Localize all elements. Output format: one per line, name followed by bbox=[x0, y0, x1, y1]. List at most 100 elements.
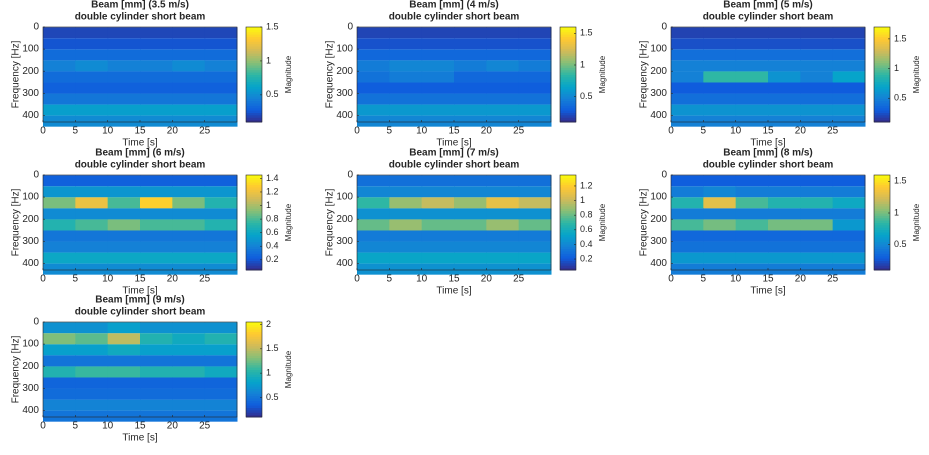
colorbar-segment bbox=[246, 350, 262, 354]
colorbar-segment bbox=[246, 341, 262, 344]
heat-cell bbox=[486, 241, 520, 253]
colorbar-segment bbox=[560, 86, 576, 90]
heat-cell bbox=[703, 197, 737, 209]
heat-cell bbox=[389, 219, 423, 231]
colorbar-segment bbox=[246, 191, 262, 195]
heat-cell bbox=[389, 208, 423, 220]
colorbar-segment bbox=[246, 383, 262, 387]
y-tick-label: 0 bbox=[33, 22, 39, 33]
heat-cell bbox=[75, 322, 109, 334]
heat-cell bbox=[735, 49, 769, 61]
heat-cell bbox=[204, 175, 238, 187]
heat-cell bbox=[703, 208, 737, 220]
heat-cell bbox=[832, 60, 866, 72]
colorbar-segment bbox=[246, 84, 262, 87]
colorbar-segment bbox=[560, 46, 576, 49]
chart-subtitle: double cylinder short beam bbox=[703, 160, 834, 171]
colorbar-segment bbox=[874, 234, 890, 238]
heat-cell bbox=[768, 104, 801, 116]
colorbar-tick-label: 0.5 bbox=[266, 89, 279, 99]
colorbar-segment bbox=[874, 191, 890, 195]
colorbar-segment bbox=[874, 36, 890, 40]
colorbar-segment bbox=[246, 381, 262, 385]
colorbar-segment bbox=[874, 114, 890, 118]
colorbar-segment bbox=[246, 91, 262, 94]
heat-cell bbox=[389, 104, 423, 116]
colorbar-label: Magnitude bbox=[284, 350, 293, 388]
x-tick-label: 15 bbox=[762, 126, 774, 137]
colorbar-segment bbox=[246, 105, 262, 109]
x-tick-label: 5 bbox=[701, 274, 707, 285]
heat-cell bbox=[172, 388, 206, 400]
heat-cell bbox=[518, 252, 552, 264]
x-tick-label: 20 bbox=[481, 126, 493, 137]
colorbar-segment bbox=[874, 258, 890, 261]
heat-cell bbox=[43, 322, 76, 334]
x-tick-label: 10 bbox=[416, 126, 428, 137]
colorbar-segment bbox=[246, 348, 262, 351]
y-tick-label: 100 bbox=[650, 192, 667, 203]
colorbar-tick-label: 0.2 bbox=[266, 254, 279, 264]
colorbar-segment bbox=[874, 229, 890, 233]
colorbar-segment bbox=[874, 208, 890, 212]
heat-cell bbox=[486, 186, 520, 198]
colorbar-segment bbox=[246, 203, 262, 207]
colorbar-segment bbox=[246, 362, 262, 366]
heat-cell bbox=[140, 82, 173, 94]
colorbar-segment bbox=[246, 186, 262, 190]
colorbar-segment bbox=[246, 333, 262, 337]
colorbar-segment bbox=[246, 43, 262, 47]
colorbar-segment bbox=[560, 91, 576, 94]
heat-cell bbox=[43, 388, 76, 400]
colorbar-segment bbox=[246, 62, 262, 66]
heat-cell bbox=[357, 241, 390, 253]
heat-cell bbox=[421, 208, 455, 220]
colorbar-segment bbox=[874, 177, 890, 181]
heat-cell bbox=[735, 208, 769, 220]
heat-cell bbox=[454, 104, 487, 116]
x-tick-label: 20 bbox=[167, 421, 179, 432]
colorbar-label: Magnitude bbox=[912, 203, 921, 241]
colorbar-segment bbox=[246, 41, 262, 45]
heat-cell bbox=[357, 208, 390, 220]
heat-cell bbox=[454, 197, 487, 209]
colorbar-tick-label: 1.5 bbox=[266, 21, 279, 31]
heat-cell bbox=[768, 197, 801, 209]
heat-cell bbox=[735, 219, 769, 231]
heat-cell bbox=[389, 27, 423, 39]
heat-cell bbox=[357, 60, 390, 72]
heat-cell bbox=[107, 208, 141, 220]
colorbar-segment bbox=[560, 198, 576, 202]
heat-cell bbox=[204, 344, 238, 356]
colorbar-segment bbox=[560, 251, 576, 254]
x-tick-label: 20 bbox=[795, 126, 807, 137]
x-tick-label: 15 bbox=[134, 421, 146, 432]
y-tick-label: 400 bbox=[336, 258, 353, 269]
heat-cell bbox=[800, 241, 834, 253]
colorbar-segment bbox=[874, 86, 890, 90]
colorbar-segment bbox=[246, 100, 262, 104]
chart-subtitle: double cylinder short beam bbox=[389, 12, 520, 23]
heat-cell bbox=[518, 241, 552, 253]
colorbar-segment bbox=[560, 93, 576, 97]
heat-cell bbox=[421, 241, 455, 253]
heat-cell bbox=[735, 104, 769, 116]
colorbar-tick-label: 0.6 bbox=[580, 224, 593, 234]
heat-cell bbox=[140, 344, 173, 356]
colorbar-segment bbox=[246, 331, 262, 335]
heat-cell bbox=[800, 60, 834, 72]
colorbar-segment bbox=[246, 336, 262, 340]
colorbar-segment bbox=[560, 72, 576, 75]
heat-cell bbox=[107, 399, 141, 411]
colorbar-segment bbox=[874, 182, 890, 185]
colorbar-segment bbox=[560, 234, 576, 238]
heat-cell bbox=[389, 49, 423, 61]
colorbar-segment bbox=[246, 260, 262, 264]
heat-cell bbox=[43, 219, 76, 231]
heat-cell bbox=[172, 399, 206, 411]
heat-cell bbox=[75, 60, 109, 72]
x-tick-label: 0 bbox=[40, 126, 46, 137]
colorbar-segment bbox=[874, 34, 890, 37]
heat-cell bbox=[832, 252, 866, 264]
colorbar-segment bbox=[560, 107, 576, 111]
